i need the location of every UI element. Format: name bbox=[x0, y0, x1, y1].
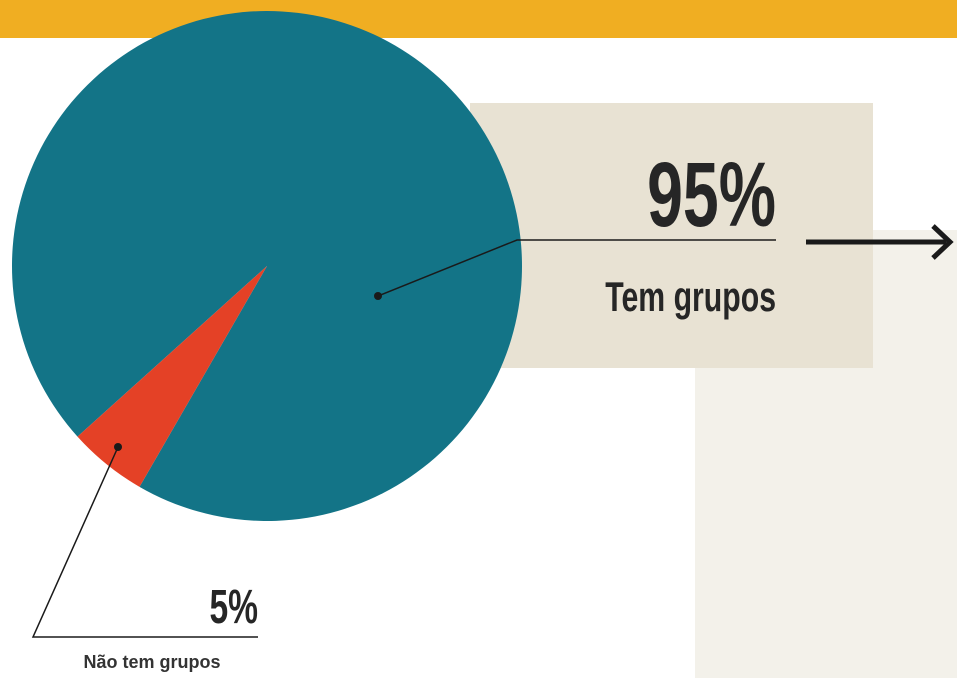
value-label: 5% bbox=[209, 579, 258, 633]
top-band bbox=[0, 0, 957, 38]
pie bbox=[12, 11, 523, 521]
leader-dot bbox=[114, 443, 122, 451]
leader-line bbox=[31, 446, 258, 638]
pie-slice bbox=[77, 266, 267, 487]
value-label: 95% bbox=[647, 143, 776, 246]
category-label: Não tem grupos bbox=[83, 652, 220, 672]
label-box bbox=[470, 103, 873, 368]
pie-slice bbox=[12, 11, 523, 521]
category-label: Tem grupos bbox=[605, 273, 776, 320]
arrow-head bbox=[931, 224, 954, 260]
labels: 95% Tem grupos 5% Não tem grupos bbox=[31, 143, 776, 672]
leader-dot bbox=[374, 292, 382, 300]
leader-line bbox=[377, 239, 776, 297]
